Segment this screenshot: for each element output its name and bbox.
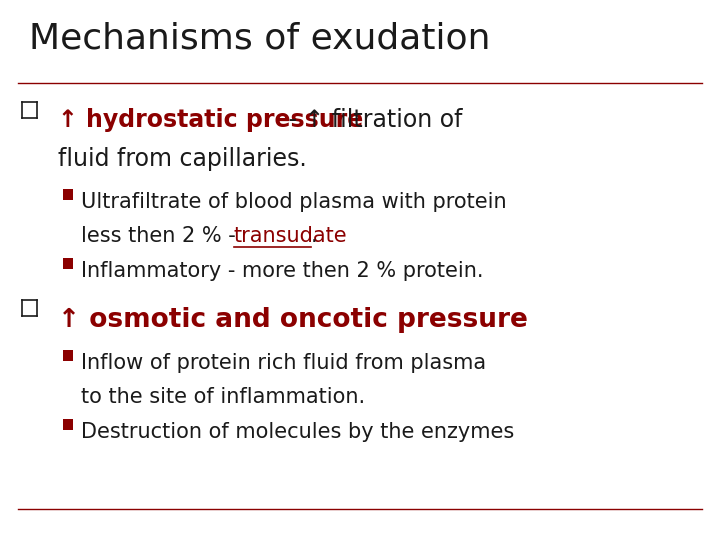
Text: Inflammatory - more then 2 % protein.: Inflammatory - more then 2 % protein. — [81, 261, 483, 281]
Text: Mechanisms of exudation: Mechanisms of exudation — [29, 22, 490, 56]
Text: ↑ hydrostatic pressure: ↑ hydrostatic pressure — [58, 108, 363, 132]
Text: - ↑ filtration of: - ↑ filtration of — [281, 108, 462, 132]
Text: Destruction of molecules by the enzymes: Destruction of molecules by the enzymes — [81, 422, 514, 442]
Text: Inflow of protein rich fluid from plasma: Inflow of protein rich fluid from plasma — [81, 353, 486, 373]
Text: to the site of inflammation.: to the site of inflammation. — [81, 387, 365, 407]
Text: ↑ osmotic and oncotic pressure: ↑ osmotic and oncotic pressure — [58, 307, 528, 333]
Text: transudate: transudate — [234, 226, 348, 246]
Text: less then 2 % -: less then 2 % - — [81, 226, 242, 246]
Text: fluid from capillaries.: fluid from capillaries. — [58, 147, 306, 171]
Text: Ultrafiltrate of blood plasma with protein: Ultrafiltrate of blood plasma with prote… — [81, 192, 506, 212]
Text: .: . — [311, 226, 318, 246]
